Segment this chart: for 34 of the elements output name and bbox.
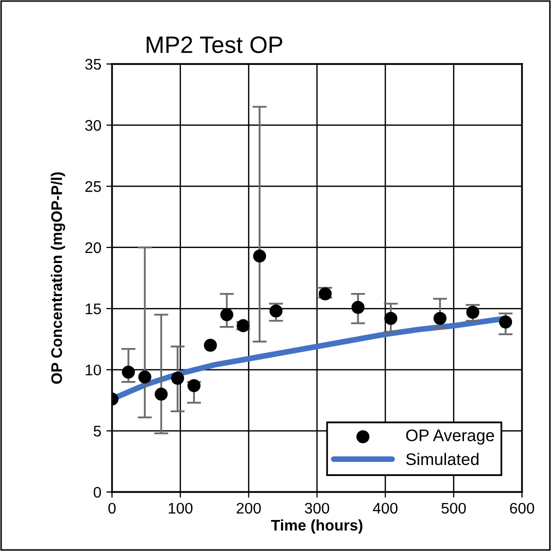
y-tick-label: 15 [86, 304, 101, 314]
y-tick-label: 10 [86, 364, 101, 376]
point [253, 249, 266, 262]
point [220, 308, 234, 322]
point [187, 379, 201, 392]
y-tick-label: 20 [85, 242, 101, 254]
point [351, 300, 365, 314]
x-tick-label: 0 [108, 502, 116, 514]
y-tick-label: 5 [94, 426, 101, 437]
point [171, 372, 184, 385]
legend-label: Simulated [406, 452, 478, 466]
point [384, 312, 398, 325]
x-tick-label: 200 [236, 502, 261, 514]
point [154, 388, 168, 401]
point [269, 304, 283, 318]
y-axis-title: OP Concentration (mgOP-P/l) [50, 172, 66, 384]
point [499, 316, 512, 329]
x-axis-title: Time (hours) [271, 519, 362, 534]
point [138, 370, 152, 384]
x-tick-label: 400 [372, 502, 398, 514]
x-tick-label: 100 [168, 502, 192, 514]
y-tick-label: 25 [85, 181, 101, 192]
point [433, 312, 447, 325]
point [122, 366, 135, 379]
y-tick-label: 30 [85, 120, 101, 131]
x-tick-label: 300 [304, 502, 330, 514]
chart-title: MP2 Test OP [146, 36, 282, 54]
y-tick-label: 35 [85, 58, 101, 70]
legend-label: OP Average [406, 429, 494, 445]
x-tick-label: 500 [442, 502, 466, 514]
point [466, 306, 480, 319]
point [204, 338, 217, 352]
x-tick-label: 600 [510, 502, 534, 514]
y-tick-label: 0 [94, 486, 101, 498]
